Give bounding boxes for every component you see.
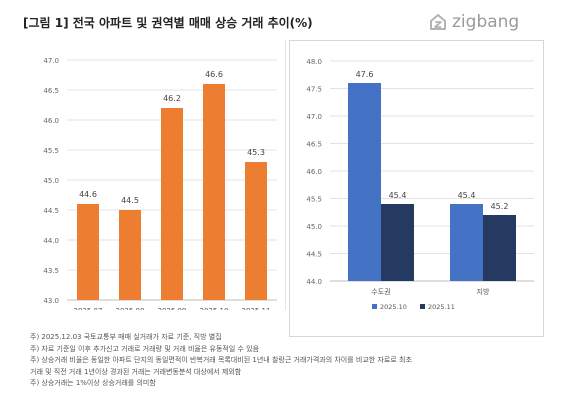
- y-tick-label: 45.0: [306, 223, 322, 231]
- y-tick-label: 46.5: [306, 141, 322, 149]
- footnote: 주) 상승거래는 1%이상 상승거래를 의미함: [30, 379, 156, 387]
- y-tick-label: 47.0: [43, 57, 59, 65]
- bar-2025.10: [203, 84, 225, 300]
- x-tick-label: 2025.09: [158, 307, 187, 310]
- zigbang-house-icon: [430, 14, 446, 30]
- y-tick-label: 45.0: [43, 177, 59, 185]
- data-label: 45.2: [491, 202, 509, 211]
- bar-2025.11: [245, 162, 267, 300]
- y-tick-label: 43.5: [43, 267, 59, 275]
- y-tick-label: 46.0: [43, 117, 59, 125]
- legend-label: 2025.11: [428, 303, 455, 311]
- data-label: 46.6: [205, 70, 223, 79]
- legend-swatch: [420, 304, 425, 309]
- footnotes: 주) 2025.12.03 국토교통부 매매 실거래가 자료 기준, 직방 별집…: [30, 332, 412, 390]
- bar-2025.07: [77, 204, 99, 300]
- y-tick-label: 44.5: [43, 207, 59, 215]
- y-tick-label: 45.5: [43, 147, 59, 155]
- data-label: 45.3: [247, 148, 265, 157]
- y-tick-label: 48.0: [306, 58, 322, 66]
- x-tick-label: 2025.11: [242, 307, 271, 310]
- data-label: 44.5: [121, 196, 139, 205]
- x-tick-label: 2025.07: [74, 307, 103, 310]
- y-tick-label: 47.0: [306, 113, 322, 121]
- x-tick-label: 지방: [477, 287, 490, 296]
- data-label: 45.4: [389, 191, 407, 200]
- footnote: 거래 및 직전 거래 1년이상 경과된 거래는 거래변동분석 대상에서 제외함: [30, 367, 242, 376]
- logo-text: zigbang: [452, 12, 520, 32]
- x-tick-label: 수도권: [371, 288, 390, 296]
- y-tick-label: 44.5: [306, 251, 322, 259]
- data-label: 46.2: [163, 94, 181, 103]
- footnote: 주) 자료 기준일 이후 추가신고 거래로 거래량 및 거래 비율은 유동적일 …: [30, 344, 260, 353]
- y-tick-label: 44.0: [43, 237, 59, 245]
- legend-swatch: [372, 304, 377, 309]
- regional-chart-panel: 44.0 44.5 45.0 45.5 46.0 46.5 47.0 47.5 48.0 47.6…: [289, 40, 544, 337]
- x-tick-label: 2025.10: [200, 307, 229, 310]
- x-tick-label: 2025.08: [116, 307, 145, 310]
- national-bar-chart: 43.0 43.5 44.0 44.5 45.0 45.5 46.0 46.5 47.0 44.6…: [43, 57, 277, 315]
- bar-2025.11-수도권: [381, 204, 414, 281]
- y-tick-label: 46.5: [43, 87, 59, 95]
- data-label: 45.4: [458, 191, 476, 200]
- footnote: 주) 2025.12.03 국토교통부 매매 실거래가 자료 기준, 직방 별집: [30, 333, 222, 341]
- y-tick-label: 46.0: [306, 168, 322, 176]
- brand-logo: zigbang: [428, 12, 519, 32]
- legend-label: 2025.10: [380, 303, 407, 311]
- bar-2025.09: [161, 108, 183, 300]
- data-label: 44.6: [79, 190, 97, 199]
- data-label: 47.6: [356, 70, 374, 79]
- bar-2025.10-지방: [450, 204, 483, 281]
- footnote: 주) 상승거래 비율은 동일한 아파트 단지의 동일면적이 반복거래 목록대비된…: [30, 356, 412, 364]
- national-chart-panel: 43.0 43.5 44.0 44.5 45.0 45.5 46.0 46.5 47.0 44.6…: [21, 40, 286, 315]
- bar-2025.10-수도권: [348, 83, 381, 281]
- regional-bar-chart: 44.0 44.5 45.0 45.5 46.0 46.5 47.0 47.5 48.0 47.6…: [306, 58, 534, 311]
- y-tick-label: 44.0: [306, 278, 322, 286]
- y-tick-label: 47.5: [306, 86, 322, 94]
- bar-2025.11-지방: [483, 215, 516, 281]
- y-tick-label: 45.5: [306, 196, 322, 204]
- figure-title: [그림 1] 전국 아파트 및 권역별 매매 상승 거래 추이(%): [23, 16, 313, 30]
- y-tick-label: 43.0: [43, 297, 59, 305]
- bar-2025.08: [119, 210, 141, 300]
